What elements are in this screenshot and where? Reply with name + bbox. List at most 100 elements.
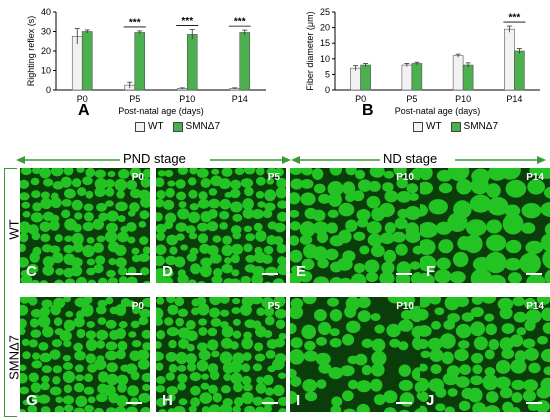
- micrograph-tile-d: P5 D: [156, 168, 286, 283]
- bar-smn-p10: [462, 64, 474, 91]
- x-axis-label: Post-natal age (days): [118, 106, 204, 116]
- legend-swatch-wt: [135, 121, 145, 132]
- tile-panel-letter: D: [162, 263, 173, 280]
- bar-smn-p5: [411, 63, 423, 91]
- bar-smn-p0: [81, 31, 93, 91]
- significance-stars: ***: [234, 17, 246, 28]
- tile-age-label: P0: [131, 172, 144, 183]
- muscle-fibers: [20, 168, 150, 283]
- tile-age-label: P5: [267, 301, 280, 312]
- stage-arrows: [16, 156, 546, 164]
- tile-age-label: P0: [131, 301, 144, 312]
- bar-wt-p0: [350, 67, 361, 91]
- micrograph-tile-c: P0 C: [20, 168, 150, 283]
- bar-wt-p5: [401, 64, 413, 91]
- x-tick-label: P14: [232, 94, 248, 104]
- x-tick-label: P0: [77, 94, 88, 104]
- y-tick-label: 30: [41, 27, 51, 37]
- significance-stars: ***: [129, 17, 141, 28]
- y-tick-label: 5: [325, 69, 330, 79]
- tile-panel-letter: H: [162, 392, 173, 409]
- tile-age-label: P10: [396, 172, 414, 183]
- legend-swatch-smn: [450, 121, 461, 132]
- tile-age-label: P14: [526, 172, 544, 183]
- tile-panel-letter: G: [26, 392, 38, 409]
- chart-a-righting-reflex: 0 10 20 30 40 Righting reflex (s) P0 P5 *** P10 **…: [26, 7, 266, 116]
- scale-bar: [126, 273, 142, 275]
- tile-age-label: P14: [526, 301, 544, 312]
- legend-b: WT SMNΔ7: [413, 121, 498, 132]
- x-tick-label: P0: [355, 94, 366, 104]
- pnd-stage-label: PND stage: [123, 151, 186, 166]
- nd-stage-label: ND stage: [383, 151, 438, 166]
- y-tick-label: 10: [320, 54, 330, 64]
- y-tick-label: 20: [41, 46, 51, 56]
- y-tick-label: 0: [46, 85, 51, 95]
- significance-stars: ***: [181, 16, 193, 27]
- y-tick-label: 0: [325, 85, 330, 95]
- panel-label-a: A: [78, 102, 90, 119]
- y-tick-label: 20: [320, 23, 330, 33]
- tile-panel-letter: E: [296, 263, 307, 280]
- row-bracket: [4, 168, 17, 417]
- tile-panel-letter: I: [296, 392, 301, 409]
- chart-b-fiber-diameter: 0 5 10 15 20 25 Fiber diameter (μm) P0 P5 P10 P14 *…: [305, 7, 540, 116]
- micrograph-tile-e: P10 E: [290, 168, 420, 283]
- x-tick-label: P14: [506, 94, 522, 104]
- muscle-fibers: [420, 297, 550, 412]
- muscle-fibers: [156, 168, 286, 283]
- scale-bar: [396, 273, 412, 275]
- muscle-fibers: [156, 297, 286, 412]
- x-tick-label: P5: [129, 94, 140, 104]
- legend-label-wt: WT: [148, 121, 164, 132]
- bar-smn-p10: [186, 34, 198, 91]
- x-tick-label: P10: [455, 94, 471, 104]
- y-tick-label: 10: [41, 66, 51, 76]
- micrograph-tile-f: P14 F: [420, 168, 550, 283]
- y-axis-label: Righting reflex (s): [26, 16, 36, 87]
- x-axis-label: Post-natal age (days): [395, 106, 481, 116]
- micrograph-tile-i: P10 I: [290, 297, 420, 412]
- y-tick-label: 15: [320, 38, 330, 48]
- muscle-fibers: [420, 168, 550, 283]
- micrograph-tile-j: P14 J: [420, 297, 550, 412]
- tile-age-label: P5: [267, 172, 280, 183]
- muscle-fibers: [290, 297, 420, 412]
- scale-bar: [396, 402, 412, 404]
- tile-age-label: P10: [396, 301, 414, 312]
- tile-panel-letter: C: [26, 263, 37, 280]
- nd-stage-arrow: [291, 156, 546, 164]
- bar-wt-p0: [71, 36, 83, 91]
- bar-smn-p5: [134, 32, 146, 91]
- bar-smn-p14: [514, 50, 525, 91]
- scale-bar: [126, 402, 142, 404]
- bar-wt-p10: [452, 55, 464, 91]
- micrograph-tile-g: P0 G: [20, 297, 150, 412]
- legend-label-smn: SMNΔ7: [463, 121, 499, 132]
- scale-bar: [526, 273, 542, 275]
- muscle-fibers: [20, 297, 150, 412]
- bar-smn-p0: [360, 64, 371, 91]
- legend-label-wt: WT: [426, 121, 442, 132]
- scale-bar: [262, 402, 278, 404]
- significance-stars: ***: [509, 13, 521, 24]
- bar-smn-p14: [239, 32, 251, 91]
- x-tick-label: P10: [179, 94, 195, 104]
- legend-a: WT SMNΔ7: [135, 121, 220, 132]
- y-axis-label: Fiber diameter (μm): [305, 11, 315, 90]
- bar-wt-p14: [504, 28, 515, 91]
- legend-swatch-wt: [413, 121, 423, 132]
- x-tick-label: P5: [406, 94, 417, 104]
- scale-bar: [526, 402, 542, 404]
- micrograph-tile-h: P5 H: [156, 297, 286, 412]
- panel-label-b: B: [362, 102, 374, 119]
- legend-swatch-smn: [172, 121, 183, 132]
- legend-label-smn: SMNΔ7: [185, 121, 221, 132]
- tile-panel-letter: F: [426, 263, 436, 280]
- tile-panel-letter: J: [426, 392, 435, 409]
- y-tick-label: 40: [41, 7, 51, 17]
- muscle-fibers: [290, 168, 420, 283]
- scale-bar: [262, 273, 278, 275]
- y-tick-label: 25: [320, 7, 330, 17]
- pnd-stage-arrow: [16, 156, 291, 164]
